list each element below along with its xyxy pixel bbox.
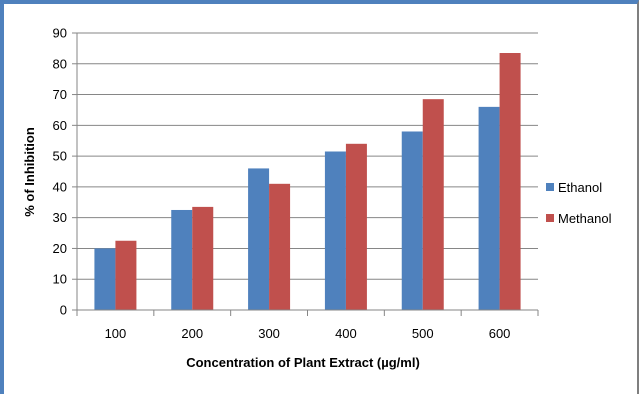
bar-methanol-400 <box>345 143 367 310</box>
y-tick-label: 10 <box>53 272 67 287</box>
y-tick-label: 20 <box>53 241 67 256</box>
y-tick-labels: 0 10 20 30 40 50 60 70 80 90 <box>53 26 67 318</box>
x-tick-label: 100 <box>105 326 127 341</box>
x-tick-label: 400 <box>335 326 357 341</box>
bar-ethanol-200 <box>171 209 193 310</box>
bar-ethanol-300 <box>248 168 270 310</box>
y-tick-label: 0 <box>60 303 67 318</box>
bar-ethanol-100 <box>94 248 116 310</box>
gridlines <box>77 32 538 280</box>
bar-methanol-500 <box>422 99 444 310</box>
bar-methanol-600 <box>499 53 521 310</box>
axes <box>72 32 539 316</box>
x-tick-label: 300 <box>258 326 280 341</box>
legend-swatch-methanol <box>546 214 554 222</box>
bar-methanol-200 <box>192 206 214 310</box>
bars <box>94 53 521 310</box>
y-tick-label: 50 <box>53 149 67 164</box>
y-axis-title: % of Inhibition <box>22 127 37 217</box>
y-tick-label: 70 <box>53 87 67 102</box>
y-tick-label: 60 <box>53 118 67 133</box>
legend-label-ethanol: Ethanol <box>558 180 602 195</box>
bar-methanol-300 <box>269 183 291 310</box>
legend-swatch-ethanol <box>546 183 554 191</box>
x-tick-label: 600 <box>489 326 511 341</box>
bar-ethanol-400 <box>324 151 346 310</box>
y-tick-label: 30 <box>53 210 67 225</box>
x-tick-label: 500 <box>412 326 434 341</box>
legend: Ethanol Methanol <box>546 180 612 226</box>
x-axis-title: Concentration of Plant Extract (µg/ml) <box>186 355 420 370</box>
x-tick-label: 200 <box>181 326 203 341</box>
y-tick-label: 90 <box>53 26 67 41</box>
bar-ethanol-500 <box>401 131 423 310</box>
y-tick-label: 40 <box>53 179 67 194</box>
x-tick-labels: 100 200 300 400 500 600 <box>105 326 511 341</box>
legend-label-methanol: Methanol <box>558 211 612 226</box>
bar-methanol-100 <box>115 240 137 310</box>
bar-ethanol-600 <box>478 106 500 310</box>
y-tick-label: 80 <box>53 56 67 71</box>
